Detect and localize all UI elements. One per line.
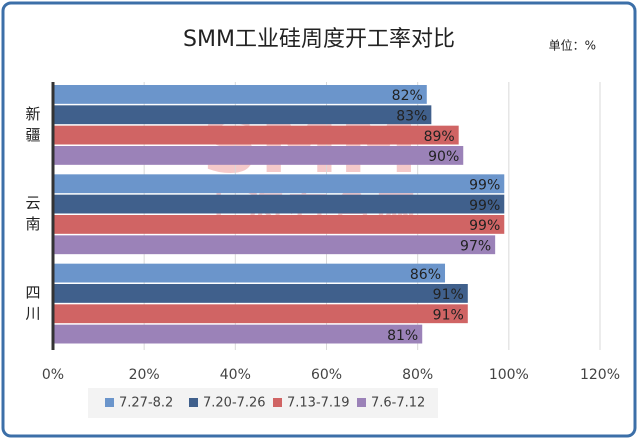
value-label: 82%	[392, 88, 423, 104]
x-tick-label: 120%	[580, 367, 620, 383]
legend-label: 7.13-7.19	[287, 396, 350, 411]
legend-label: 7.27-8.2	[119, 396, 173, 411]
value-label: 99%	[469, 218, 500, 234]
value-label: 90%	[428, 149, 459, 165]
value-label: 97%	[460, 239, 491, 255]
x-tick-label: 0%	[42, 367, 64, 383]
x-tick-label: 40%	[220, 367, 251, 383]
bar	[53, 85, 427, 104]
legend-swatch	[273, 398, 282, 407]
value-label: 91%	[433, 287, 464, 303]
value-label: 86%	[410, 267, 441, 283]
bar	[53, 194, 505, 214]
chart-title: SMM工业硅周度开工率对比	[183, 27, 455, 52]
bar	[53, 284, 468, 303]
bar	[53, 263, 446, 283]
y-tick-label: 云南	[24, 195, 42, 237]
legend-label: 7.20-7.26	[203, 396, 266, 411]
value-label: 83%	[396, 109, 427, 125]
x-tick-label: 80%	[402, 367, 433, 383]
bar	[53, 304, 468, 324]
value-label: 99%	[469, 198, 500, 214]
legend-swatch	[189, 398, 198, 407]
bar	[53, 146, 464, 165]
bar	[53, 324, 423, 344]
x-tick-label: 100%	[489, 367, 529, 383]
y-tick-label: 新疆	[24, 106, 42, 148]
value-label: 81%	[387, 328, 418, 344]
value-label: 89%	[424, 129, 455, 145]
legend-swatch	[357, 398, 366, 407]
bar	[53, 235, 496, 255]
x-tick-label: 60%	[311, 367, 342, 383]
legend-box	[88, 388, 438, 418]
bar	[53, 215, 505, 234]
x-tick-label: 20%	[129, 367, 160, 383]
y-tick-label: 四川	[24, 284, 42, 326]
bar	[53, 125, 459, 145]
unit-note: 单位：%	[549, 38, 596, 53]
bar	[53, 174, 505, 194]
legend-swatch	[105, 398, 114, 407]
value-label: 91%	[433, 308, 464, 324]
bar	[53, 105, 432, 125]
value-label: 99%	[469, 178, 500, 194]
legend-label: 7.6-7.12	[371, 396, 425, 411]
